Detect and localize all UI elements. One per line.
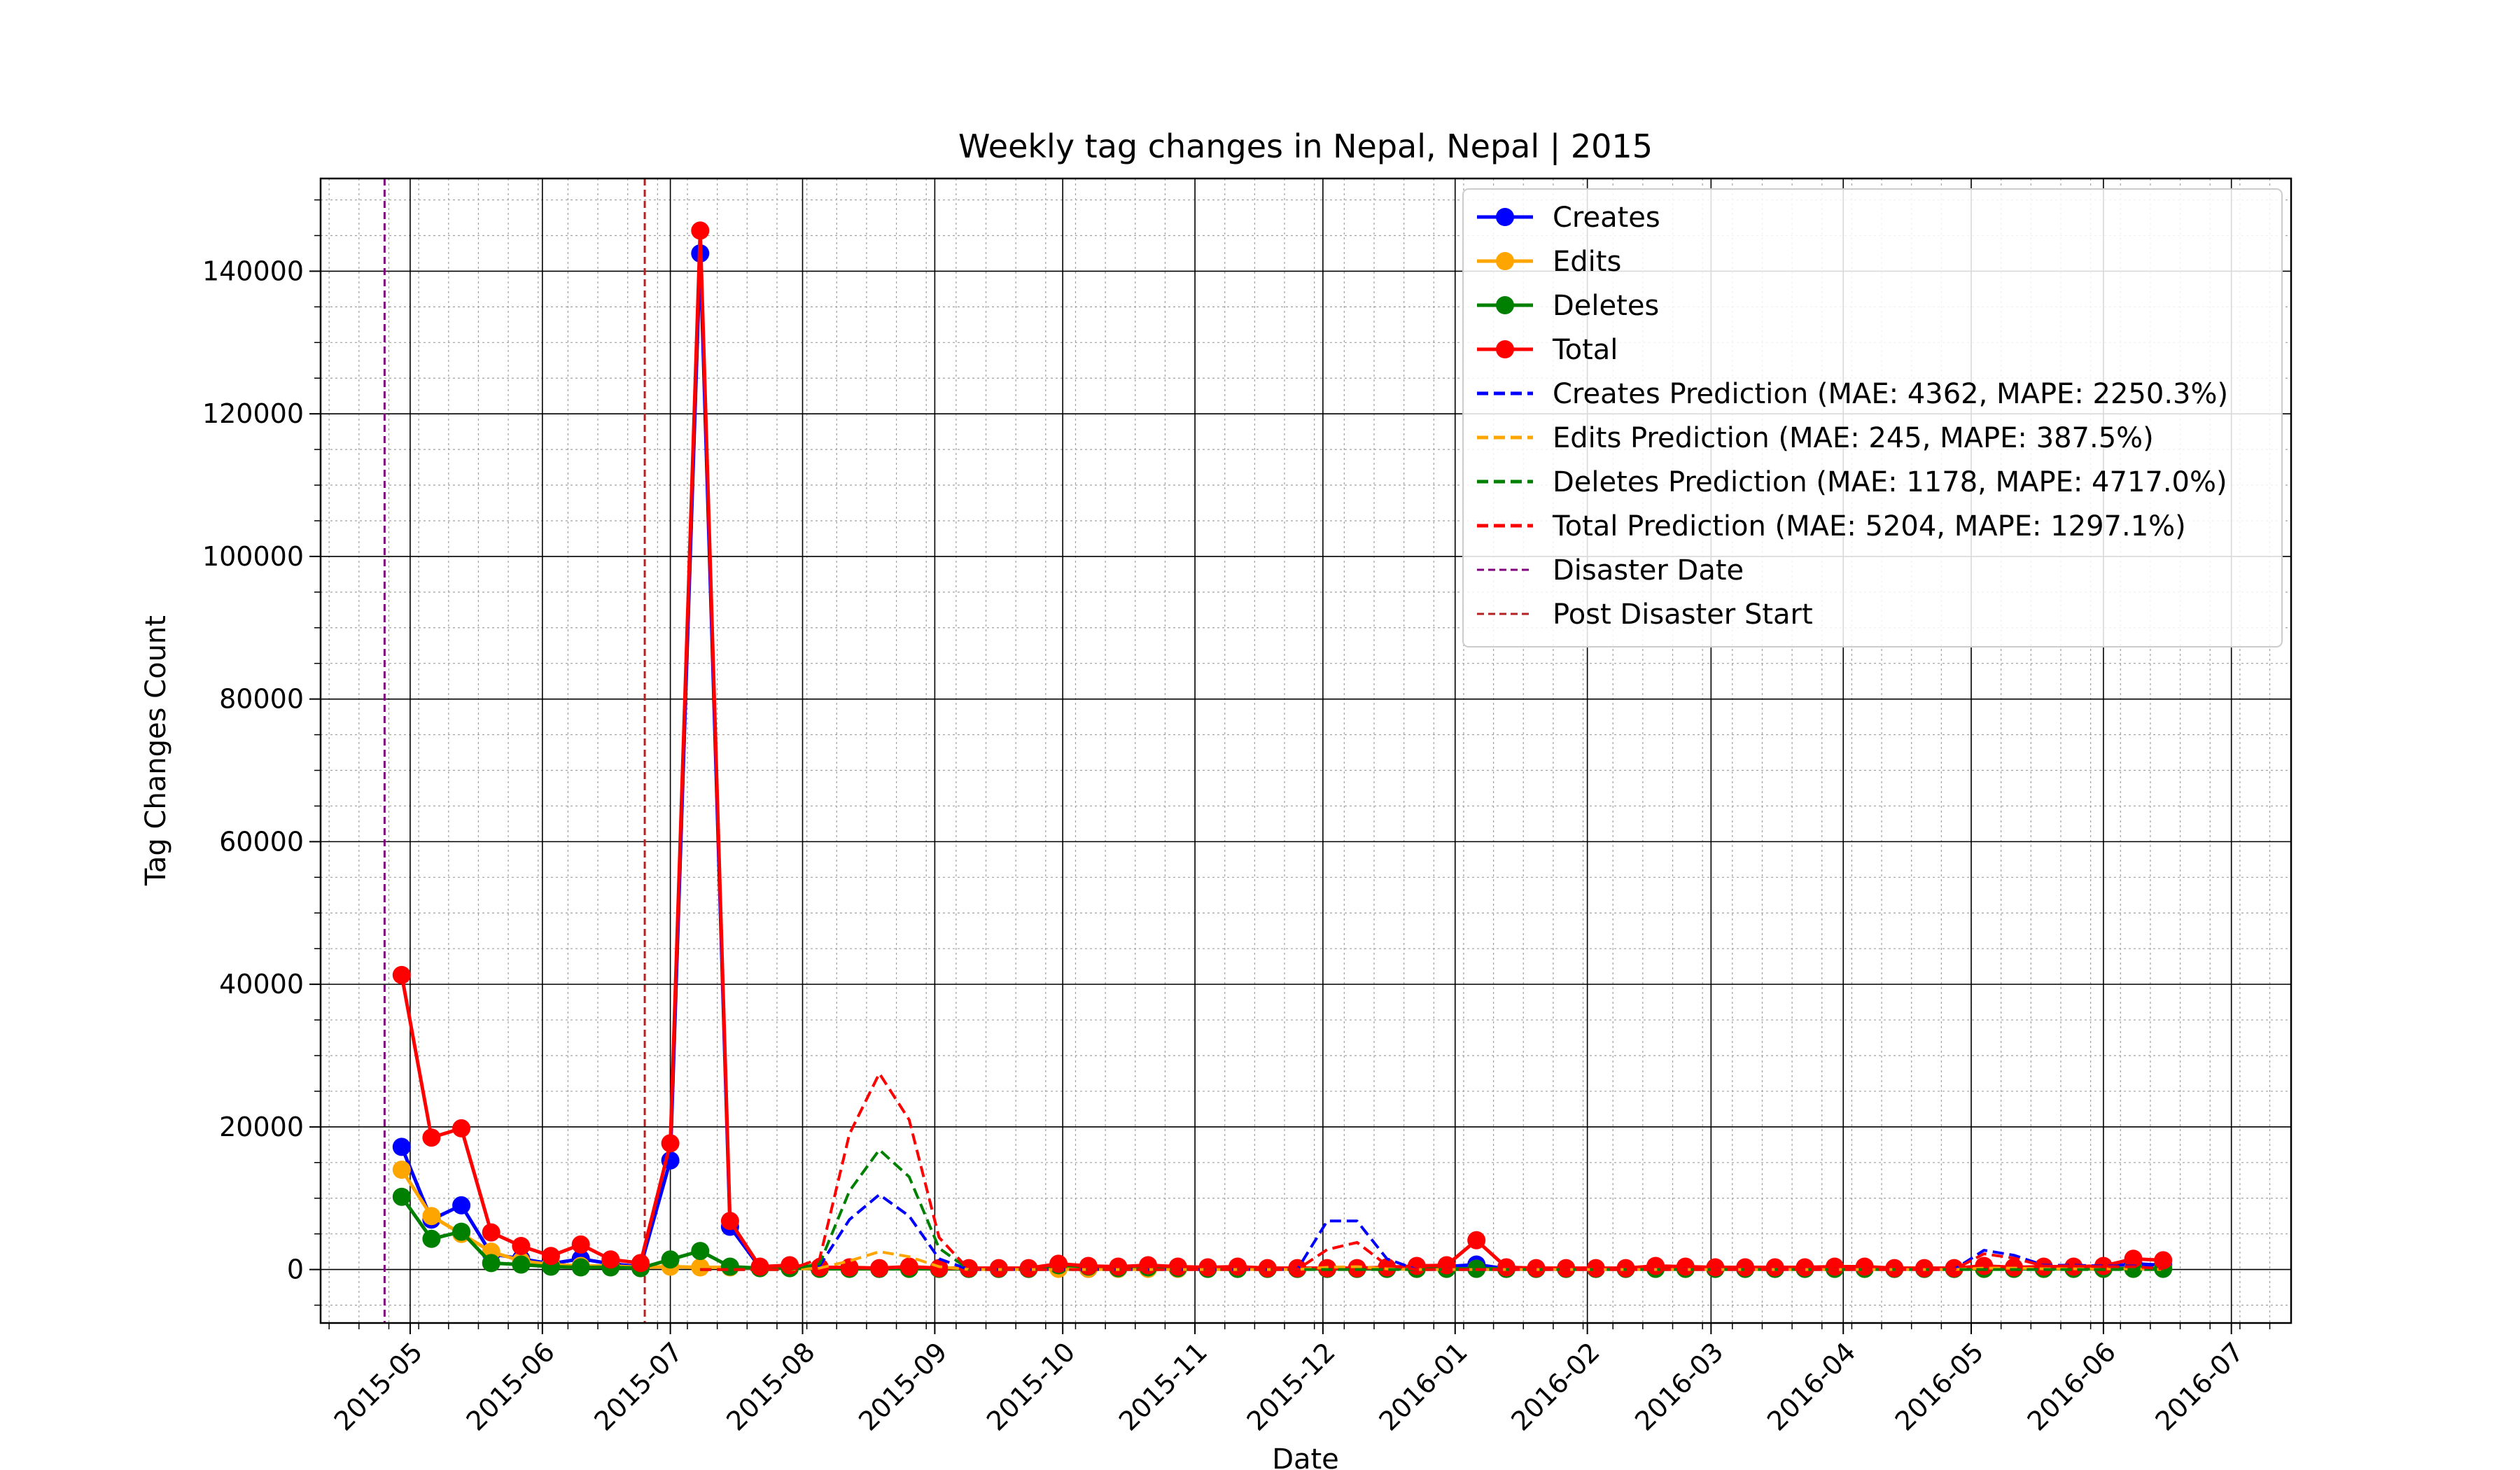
series-3-point — [870, 1259, 889, 1278]
x-axis-title: Date — [1272, 1443, 1339, 1470]
series-3-point — [930, 1259, 948, 1278]
series-3-point — [780, 1256, 799, 1275]
y-tick-label: 100000 — [202, 541, 304, 572]
series-1-point — [422, 1207, 441, 1226]
series-3-point — [720, 1212, 739, 1231]
series-3-point — [1646, 1256, 1665, 1275]
y-tick-label: 120000 — [202, 398, 304, 429]
y-tick-label: 140000 — [202, 255, 304, 286]
legend-box — [1462, 188, 2283, 648]
reference-lines — [383, 178, 646, 1323]
series-2-point — [452, 1222, 471, 1241]
series-1-point — [392, 1161, 411, 1179]
series-3-point — [1795, 1258, 1814, 1277]
series-3-point — [1855, 1257, 1874, 1276]
series-3-point — [1109, 1257, 1128, 1276]
plot-frame — [319, 177, 2292, 1324]
series-3-point — [512, 1237, 531, 1255]
series-layer — [392, 221, 2173, 1278]
legend-label: Total Prediction (MAE: 5204, MAPE: 1297.… — [1552, 510, 2186, 542]
series-3-point — [1467, 1231, 1486, 1250]
series-3-point — [542, 1247, 560, 1266]
legend-label: Deletes — [1553, 290, 1659, 322]
series-0-point — [392, 1138, 411, 1156]
legend-label: Disaster Date — [1553, 554, 1744, 587]
series-3-point — [750, 1257, 769, 1276]
series-2-point — [482, 1254, 500, 1273]
series-3-point — [2154, 1251, 2173, 1270]
series-3-point — [1198, 1258, 1217, 1277]
series-1-point — [691, 1258, 710, 1277]
series-2-point — [512, 1255, 531, 1274]
series-3-point — [1736, 1258, 1755, 1277]
legend-marker — [1496, 296, 1514, 314]
legend-label: Edits — [1553, 246, 1621, 278]
series-2-point — [392, 1187, 411, 1206]
series-2-point — [661, 1250, 680, 1269]
series-3-point — [661, 1134, 680, 1153]
legend-label: Creates Prediction (MAE: 4362, MAPE: 225… — [1553, 378, 2228, 410]
y-axis: 0 20000 40000 60000 80000 100000 120000 140000 — [202, 199, 321, 1306]
series-3-point — [1139, 1256, 1158, 1275]
y-tick-label: 60000 — [219, 826, 304, 857]
series-3-point — [1975, 1256, 1994, 1275]
series-3-point — [392, 965, 411, 984]
series-0-point — [452, 1196, 471, 1214]
y-tick-label: 80000 — [219, 684, 304, 715]
major-grid — [321, 178, 2291, 1323]
y-axis-title: Tag Changes Count — [140, 615, 172, 886]
legend: Creates Edits Deletes Total Creates Predicti… — [1462, 188, 2283, 648]
legend-label: Post Disaster Start — [1553, 598, 1813, 631]
legend-marker — [1496, 208, 1514, 226]
series-2-point — [691, 1242, 710, 1261]
series-3-point — [422, 1128, 441, 1147]
series-3-point — [691, 221, 710, 240]
series-3-point — [571, 1235, 590, 1254]
series-7-line — [700, 1072, 2164, 1271]
series-3-point — [452, 1119, 471, 1138]
legend-marker — [1496, 252, 1514, 270]
y-tick-label: 20000 — [219, 1112, 304, 1142]
series-3-point — [1497, 1258, 1516, 1277]
series-3-point — [840, 1258, 859, 1277]
series-3-point — [1168, 1257, 1187, 1276]
legend-label: Edits Prediction (MAE: 245, MAPE: 387.5%… — [1553, 422, 2154, 454]
series-3-point — [899, 1257, 918, 1276]
series-3-point — [1407, 1256, 1426, 1275]
series-3-point — [1437, 1256, 1456, 1275]
series-3-point — [1826, 1257, 1844, 1276]
legend-marker — [1496, 340, 1514, 358]
chart-title: Weekly tag changes in Nepal, Nepal | 201… — [958, 127, 1653, 166]
y-tick-label: 40000 — [219, 969, 304, 1000]
series-3-point — [631, 1254, 650, 1273]
series-2-point — [720, 1257, 739, 1276]
series-3-point — [1765, 1258, 1784, 1277]
legend-label: Creates — [1553, 202, 1660, 234]
series-3-point — [1228, 1257, 1247, 1276]
y-tick-label: 0 — [287, 1254, 304, 1285]
series-3-point — [1676, 1257, 1695, 1276]
series-3-point — [1079, 1256, 1098, 1275]
series-3-point — [1706, 1258, 1725, 1277]
series-2-point — [571, 1258, 590, 1277]
legend-label: Deletes Prediction (MAE: 1178, MAPE: 471… — [1553, 466, 2227, 498]
series-2-point — [422, 1229, 441, 1248]
series-3-point — [2064, 1257, 2083, 1276]
series-3-point — [601, 1250, 620, 1269]
series-3-point — [482, 1223, 500, 1242]
series-3-point — [2124, 1250, 2143, 1268]
legend-label: Total — [1552, 334, 1618, 366]
